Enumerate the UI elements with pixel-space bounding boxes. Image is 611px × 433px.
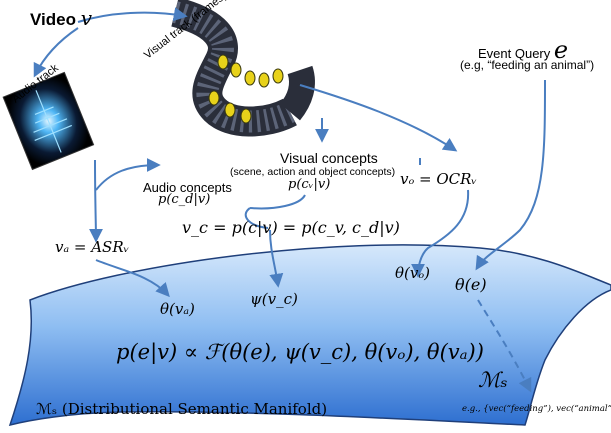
video-word: Video [30,10,76,29]
psi-vc-label: ψ(v_c) [250,290,298,308]
visual-concepts-subtitle: (scene, action and object concepts) [230,166,396,178]
example-vec-label: e.g., {vec(“feeding”), vec(“animal”)} [462,404,611,414]
ocr-formula: vₒ = OCRᵥ [400,170,478,188]
video-var: v [80,6,93,30]
theta-vo-label: θ(vₒ) [395,264,430,282]
theta-e-label: θ(e) [455,275,487,294]
video-label: Video v [30,6,92,30]
manifold-ms-label: ℳₛ [478,368,508,392]
main-formula: p(e|v) ∝ ℱ(θ(e), ψ(v_c), θ(vₒ), θ(vₐ)) [116,340,484,364]
event-query-title: Event Query [478,46,551,61]
audio-concepts-title: Audio concepts [143,180,232,195]
film-strip-icon [170,0,315,137]
vc-formula: v_c = p(c|v) = p(c_v, c_d|v) [182,218,400,237]
event-query-example: (e.g, “feeding an animal”) [460,58,595,72]
semantic-manifold-surface [8,244,611,427]
visual-concepts-title: Visual concepts [280,150,378,166]
theta-va-label: θ(vₐ) [160,300,195,318]
audio-concepts-formula: p(c_d|v) [158,192,211,207]
manifold-name-label: ℳₛ (Distributional Semantic Manifold) [36,400,328,418]
asr-formula: vₐ = ASRᵥ [55,238,130,256]
event-query-var: e [553,36,569,64]
event-query-label: Event Query e [478,36,568,64]
audio-spectrogram-icon [2,71,95,171]
flow-arrows [33,7,546,393]
visual-concepts-formula: p(cᵥ|v) [288,177,331,192]
